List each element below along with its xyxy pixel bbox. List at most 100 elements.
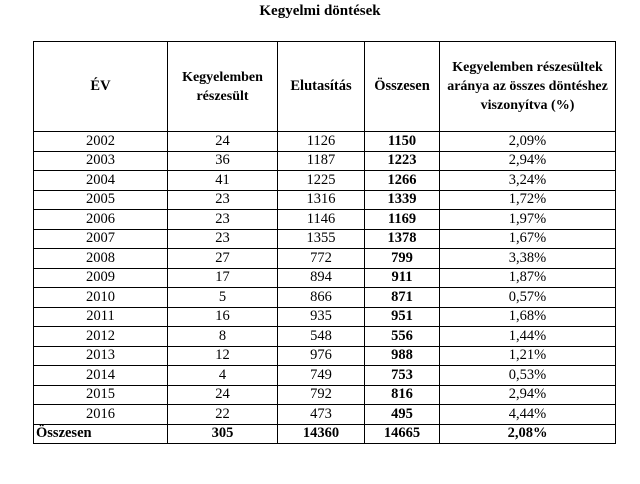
- cell-rejected: 772: [277, 248, 365, 269]
- cell-total: 816: [364, 384, 440, 405]
- cell-total: 753: [364, 365, 440, 386]
- header-ratio: Kegyelemben részesültek aránya az összes…: [439, 41, 616, 132]
- cell-rejected: 1146: [277, 209, 365, 230]
- cell-year: 2009: [33, 267, 168, 288]
- cell-granted: 8: [167, 326, 278, 347]
- cell-year: 2011: [33, 306, 168, 327]
- cell-total: 911: [364, 267, 440, 288]
- table-row: 2005 23 1316 1339 1,72%: [33, 189, 616, 210]
- cell-ratio: 2,94%: [439, 150, 616, 171]
- cell-ratio: 0,53%: [439, 365, 616, 386]
- cell-year: 2013: [33, 345, 168, 366]
- cell-ratio: 2,94%: [439, 384, 616, 405]
- cell-total: 1223: [364, 150, 440, 171]
- cell-ratio: 1,87%: [439, 267, 616, 288]
- table-row: 2002 24 1126 1150 2,09%: [33, 131, 616, 152]
- total-granted: 305: [167, 423, 278, 444]
- cell-year: 2014: [33, 365, 168, 386]
- cell-rejected: 792: [277, 384, 365, 405]
- cell-ratio: 1,97%: [439, 209, 616, 230]
- cell-granted: 24: [167, 384, 278, 405]
- table-row: 2015 24 792 816 2,94%: [33, 384, 616, 405]
- header-year: ÉV: [33, 41, 168, 132]
- cell-granted: 22: [167, 404, 278, 425]
- cell-year: 2003: [33, 150, 168, 171]
- table-row: 2010 5 866 871 0,57%: [33, 287, 616, 308]
- cell-year: 2012: [33, 326, 168, 347]
- header-total: Összesen: [364, 41, 440, 132]
- cell-year: 2008: [33, 248, 168, 269]
- cell-ratio: 1,44%: [439, 326, 616, 347]
- total-total: 14665: [364, 423, 440, 444]
- table-row: 2012 8 548 556 1,44%: [33, 326, 616, 347]
- cell-rejected: 1316: [277, 189, 365, 210]
- cell-ratio: 1,68%: [439, 306, 616, 327]
- table-row: 2014 4 749 753 0,53%: [33, 365, 616, 386]
- cell-total: 1266: [364, 170, 440, 191]
- cell-rejected: 473: [277, 404, 365, 425]
- cell-ratio: 2,09%: [439, 131, 616, 152]
- cell-granted: 23: [167, 228, 278, 249]
- cell-rejected: 1126: [277, 131, 365, 152]
- cell-total: 799: [364, 248, 440, 269]
- cell-granted: 12: [167, 345, 278, 366]
- table-row: 2008 27 772 799 3,38%: [33, 248, 616, 269]
- cell-total: 871: [364, 287, 440, 308]
- cell-total: 556: [364, 326, 440, 347]
- table-row: 2009 17 894 911 1,87%: [33, 267, 616, 288]
- cell-ratio: 0,57%: [439, 287, 616, 308]
- cell-granted: 17: [167, 267, 278, 288]
- cell-total: 988: [364, 345, 440, 366]
- cell-ratio: 3,24%: [439, 170, 616, 191]
- cell-year: 2015: [33, 384, 168, 405]
- total-ratio: 2,08%: [439, 423, 616, 444]
- table-row: 2003 36 1187 1223 2,94%: [33, 150, 616, 171]
- cell-rejected: 894: [277, 267, 365, 288]
- table-header-row: ÉV Kegyelemben részesült Elutasítás Össz…: [33, 41, 616, 132]
- cell-year: 2007: [33, 228, 168, 249]
- table-row: 2004 41 1225 1266 3,24%: [33, 170, 616, 191]
- header-granted: Kegyelemben részesült: [167, 41, 278, 132]
- cell-ratio: 1,67%: [439, 228, 616, 249]
- cell-granted: 16: [167, 306, 278, 327]
- table-row: 2016 22 473 495 4,44%: [33, 404, 616, 425]
- cell-ratio: 1,21%: [439, 345, 616, 366]
- cell-year: 2002: [33, 131, 168, 152]
- cell-rejected: 749: [277, 365, 365, 386]
- cell-rejected: 548: [277, 326, 365, 347]
- total-row: Összesen 305 14360 14665 2,08%: [33, 423, 616, 444]
- table-row: 2006 23 1146 1169 1,97%: [33, 209, 616, 230]
- cell-granted: 4: [167, 365, 278, 386]
- cell-total: 1150: [364, 131, 440, 152]
- cell-year: 2004: [33, 170, 168, 191]
- cell-rejected: 866: [277, 287, 365, 308]
- cell-year: 2005: [33, 189, 168, 210]
- cell-total: 951: [364, 306, 440, 327]
- cell-granted: 24: [167, 131, 278, 152]
- cell-rejected: 976: [277, 345, 365, 366]
- cell-year: 2006: [33, 209, 168, 230]
- cell-year: 2010: [33, 287, 168, 308]
- table-row: 2013 12 976 988 1,21%: [33, 345, 616, 366]
- cell-ratio: 1,72%: [439, 189, 616, 210]
- page-title: Kegyelmi döntések: [259, 3, 381, 19]
- cell-total: 1378: [364, 228, 440, 249]
- cell-ratio: 3,38%: [439, 248, 616, 269]
- cell-rejected: 1225: [277, 170, 365, 191]
- header-rejected: Elutasítás: [277, 41, 365, 132]
- table-row: 2007 23 1355 1378 1,67%: [33, 228, 616, 249]
- cell-granted: 5: [167, 287, 278, 308]
- pardon-decisions-table: ÉV Kegyelemben részesült Elutasítás Össz…: [33, 41, 616, 444]
- cell-granted: 23: [167, 189, 278, 210]
- cell-total: 1339: [364, 189, 440, 210]
- cell-year: 2016: [33, 404, 168, 425]
- cell-rejected: 1187: [277, 150, 365, 171]
- total-label: Összesen: [33, 423, 168, 444]
- cell-granted: 23: [167, 209, 278, 230]
- table-row: 2011 16 935 951 1,68%: [33, 306, 616, 327]
- total-rejected: 14360: [277, 423, 365, 444]
- cell-rejected: 935: [277, 306, 365, 327]
- cell-granted: 41: [167, 170, 278, 191]
- cell-total: 1169: [364, 209, 440, 230]
- cell-granted: 27: [167, 248, 278, 269]
